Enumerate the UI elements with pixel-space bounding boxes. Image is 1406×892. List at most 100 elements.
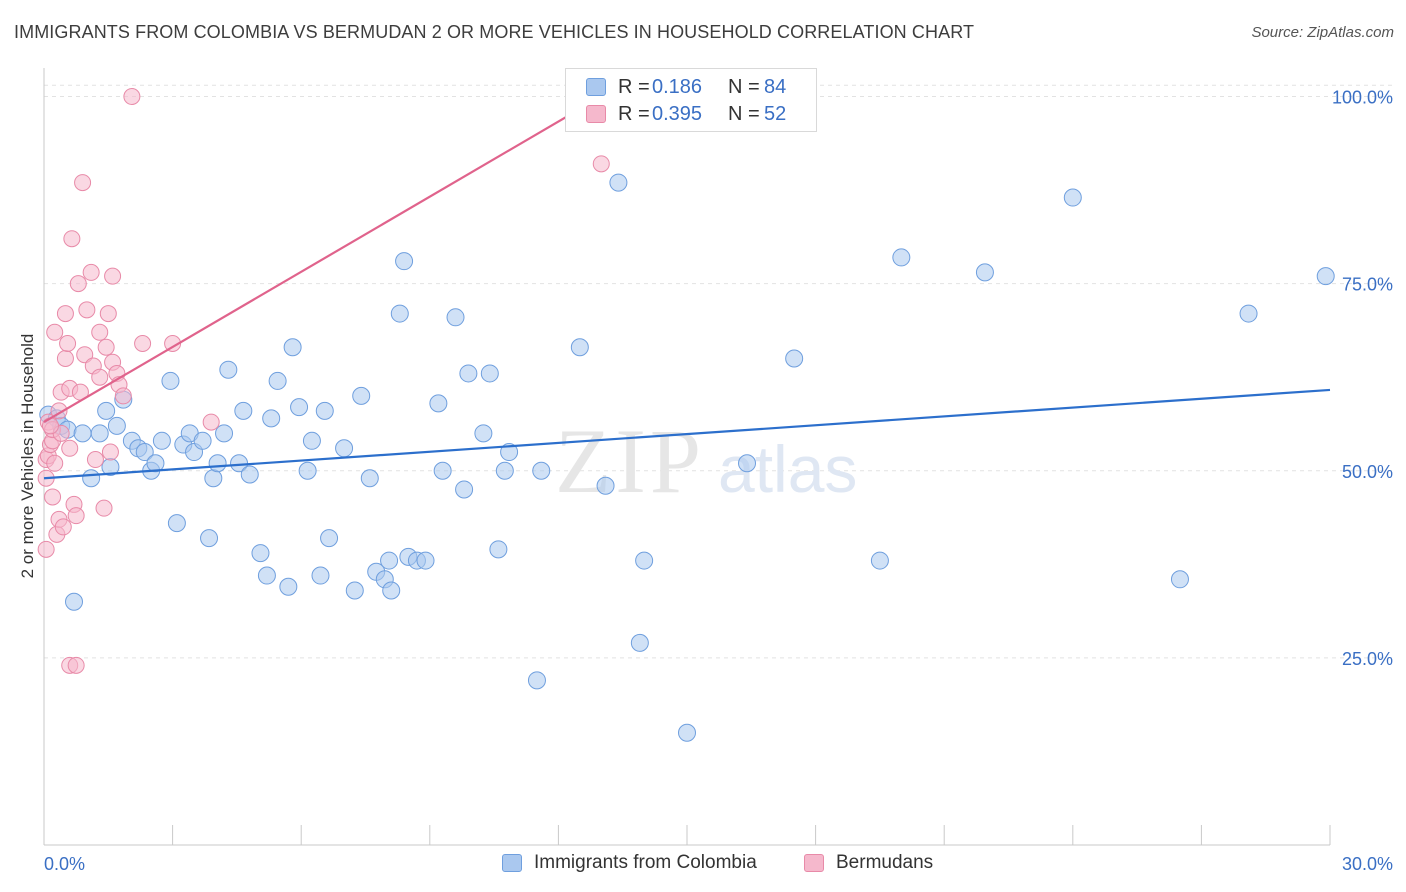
data-point	[592, 155, 610, 173]
data-point	[76, 346, 94, 364]
data-point	[785, 349, 804, 368]
data-point	[146, 454, 165, 473]
data-point	[251, 544, 270, 563]
legend-swatch-blue	[586, 78, 606, 96]
data-point	[892, 248, 911, 267]
legend-row-colombia: R = 0.186 N = 84	[586, 74, 786, 100]
data-point	[63, 230, 81, 248]
data-point	[315, 401, 334, 420]
data-point	[56, 305, 74, 323]
data-point	[65, 592, 84, 611]
legend-row-bermudan: R = 0.395 N = 52	[586, 101, 786, 127]
legend-n-value: 52	[764, 102, 787, 125]
data-point	[219, 360, 238, 379]
data-point	[59, 335, 77, 353]
data-point	[104, 267, 122, 285]
data-point	[345, 581, 364, 600]
watermark-zip: ZIP	[555, 410, 705, 512]
data-point	[46, 454, 64, 472]
data-point	[61, 439, 79, 457]
x-ticks	[43, 825, 1331, 845]
watermark-atlas: atlas	[718, 432, 857, 506]
series-label-colombia: Immigrants from Colombia	[534, 852, 757, 873]
data-point	[167, 514, 186, 533]
x-tick-label-max: 30.0%	[1342, 854, 1393, 874]
data-point	[234, 401, 253, 420]
data-point	[161, 371, 180, 390]
y-tick-label: 50.0%	[1342, 462, 1393, 482]
data-point	[279, 577, 298, 596]
data-point	[262, 409, 281, 428]
data-point	[107, 416, 126, 435]
data-point	[67, 507, 85, 525]
data-point	[91, 368, 109, 386]
data-point	[123, 88, 141, 105]
bermudan-points	[37, 88, 610, 674]
data-point	[44, 488, 62, 506]
data-point	[135, 443, 154, 462]
data-point	[290, 398, 309, 417]
data-point	[67, 656, 85, 674]
data-point	[480, 364, 499, 383]
legend-n-value: 84	[764, 75, 787, 98]
data-point	[91, 323, 109, 341]
data-point	[37, 540, 55, 558]
data-point	[134, 335, 152, 353]
legend-r-label: R =	[618, 102, 650, 125]
series-label-bermudan: Bermudans	[836, 852, 934, 873]
data-point	[97, 338, 115, 356]
data-point	[335, 439, 354, 458]
data-point	[596, 476, 615, 495]
data-point	[1316, 267, 1335, 286]
data-point	[870, 551, 889, 570]
trend-lines	[43, 95, 1331, 480]
legend-n-label: N =	[728, 102, 760, 125]
data-point	[204, 469, 223, 488]
data-point	[495, 461, 514, 480]
series-legend-bermudan[interactable]: Bermudans	[804, 852, 933, 874]
trend-line-colombia	[43, 388, 1331, 480]
data-point	[446, 308, 465, 327]
y-tick-labels: 25.0% 50.0% 75.0% 100.0%	[1332, 88, 1393, 669]
data-point	[152, 431, 171, 450]
data-point	[738, 454, 757, 473]
data-point	[74, 174, 92, 192]
data-point	[101, 443, 119, 461]
data-point	[489, 540, 508, 559]
data-point	[283, 338, 302, 357]
series-legend-colombia[interactable]: Immigrants from Colombia	[502, 852, 757, 874]
data-point	[56, 349, 74, 367]
data-point	[433, 461, 452, 480]
data-point	[459, 364, 478, 383]
legend-r-value: 0.395	[652, 102, 703, 125]
data-point	[82, 469, 101, 488]
data-point	[429, 394, 448, 413]
data-point	[86, 451, 104, 469]
data-point	[82, 263, 100, 281]
data-point	[570, 338, 589, 357]
data-point	[95, 499, 113, 517]
data-point	[54, 518, 72, 536]
data-point	[298, 461, 317, 480]
data-point	[46, 323, 64, 341]
data-point	[114, 387, 132, 405]
series-swatch-pink	[804, 854, 824, 872]
data-point	[90, 424, 109, 443]
data-point	[193, 431, 212, 450]
data-point	[215, 424, 234, 443]
data-point	[311, 566, 330, 585]
chart-title: IMMIGRANTS FROM COLOMBIA VS BERMUDAN 2 O…	[14, 22, 975, 42]
data-point	[41, 417, 59, 435]
data-point	[500, 443, 519, 462]
data-point	[1239, 304, 1258, 323]
series-swatch-blue	[502, 854, 522, 872]
data-point	[78, 301, 96, 319]
data-point	[416, 551, 435, 570]
data-point	[1170, 570, 1189, 589]
trend-line-bermudan	[43, 95, 602, 424]
data-point	[73, 424, 92, 443]
data-point	[320, 529, 339, 548]
series-legend: Immigrants from Colombia Bermudans	[0, 852, 1406, 878]
data-point	[532, 461, 551, 480]
